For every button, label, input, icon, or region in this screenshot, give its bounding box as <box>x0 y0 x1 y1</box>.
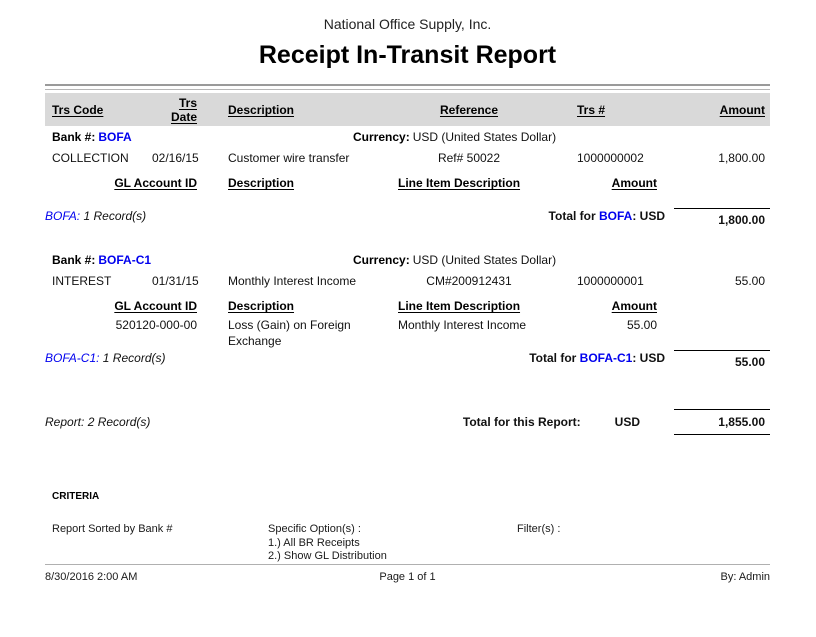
cell-amount: 1,800.00 <box>718 151 765 165</box>
table-row: INTEREST 01/31/15 Monthly Interest Incom… <box>45 273 770 289</box>
subcolumn-description: Description <box>228 299 295 313</box>
bank-total-label: Total for BOFA-C1: USD <box>529 350 665 366</box>
gl-subheader-row: GL Account ID Description Line Item Desc… <box>45 298 770 314</box>
bank-total-label: Total for BOFA: USD <box>549 208 665 224</box>
cell-reference: CM#200912431 <box>426 274 512 288</box>
cell-gl-amount: 55.00 <box>626 318 657 332</box>
total-suffix: : USD <box>632 351 665 365</box>
record-count-text: 1 Record(s) <box>102 351 166 365</box>
cell-gl-account-id: 520120-000-00 <box>115 318 197 332</box>
criteria-options-label: Specific Option(s) : <box>268 523 361 535</box>
total-bank-code: BOFA-C1 <box>579 351 633 365</box>
bank-number: Bank #: BOFA-C1 <box>45 252 398 268</box>
cell-description: Monthly Interest Income <box>228 274 357 288</box>
table-header-row: Trs Code Trs Date Description Reference … <box>45 93 770 126</box>
total-bank-code: BOFA <box>598 209 633 223</box>
record-count-text: 1 Record(s) <box>83 209 147 223</box>
bank-total-row: BOFA: 1 Record(s) Total for BOFA: USD 1,… <box>45 208 770 228</box>
bank-code: BOFA-C1 <box>98 253 152 267</box>
company-name: National Office Supply, Inc. <box>323 16 492 32</box>
criteria-options: Specific Option(s) : 1.) All BR Receipts… <box>268 523 517 564</box>
footer-datetime: 8/30/2016 2:00 AM <box>45 571 138 583</box>
bank-number: Bank #: BOFA <box>45 129 398 145</box>
currency-label: Currency: <box>353 253 410 267</box>
record-count-code: BOFA-C1: <box>45 351 100 365</box>
subcolumn-amount: Amount <box>611 176 657 190</box>
cell-amount: 55.00 <box>734 274 765 288</box>
cell-line-item-description: Monthly Interest Income <box>398 318 527 332</box>
criteria-sorted-by: Report Sorted by Bank # <box>52 523 173 535</box>
currency: Currency: USD (United States Dollar) <box>353 129 770 145</box>
report-records-text: 2 Record(s) <box>87 415 151 429</box>
cell-trs-date: 01/31/15 <box>152 274 199 288</box>
report-total-currency: USD <box>614 415 640 429</box>
column-header-trs-number: Trs # <box>577 103 606 117</box>
table-row: COLLECTION 02/16/15 Customer wire transf… <box>45 150 770 166</box>
report-total-label: Total for this Report: <box>462 415 581 429</box>
subcolumn-amount: Amount <box>611 299 657 313</box>
title-divider <box>45 84 770 90</box>
cell-description: Customer wire transfer <box>228 151 350 165</box>
report-total-amount: 1,855.00 <box>674 409 770 435</box>
criteria-option: 1.) All BR Receipts <box>268 536 360 549</box>
bank-header-row: Bank #: BOFA Currency: USD (United States … <box>45 129 770 145</box>
bank-header-row: Bank #: BOFA-C1 Currency: USD (United Stat… <box>45 252 770 268</box>
cell-trs-code: INTEREST <box>52 274 112 288</box>
bank-code: BOFA <box>98 130 132 144</box>
criteria-heading: CRITERIA <box>52 491 100 502</box>
currency-label: Currency: <box>353 130 410 144</box>
bank-label: Bank #: <box>52 253 96 267</box>
subcolumn-gl-account-id: GL Account ID <box>114 176 197 190</box>
cell-gl-description: Loss (Gain) on Foreign Exchange <box>228 318 351 348</box>
record-count-code: BOFA: <box>45 209 81 223</box>
column-header-description: Description <box>228 103 295 117</box>
subcolumn-line-item-description: Line Item Description <box>398 176 521 190</box>
bank-total-amount: 55.00 <box>674 350 770 370</box>
subcolumn-gl-account-id: GL Account ID <box>114 299 197 313</box>
criteria-filters-label: Filter(s) : <box>517 523 561 535</box>
footer-page-number: Page 1 of 1 <box>379 571 436 583</box>
total-prefix: Total for <box>529 351 580 365</box>
report-total-row: Report: 2 Record(s) Total for this Repor… <box>45 409 770 435</box>
column-header-reference: Reference <box>439 103 499 117</box>
page-title: Receipt In-Transit Report <box>258 41 557 69</box>
total-prefix: Total for <box>548 209 599 223</box>
column-header-trs-date: Trs Date <box>170 96 197 124</box>
bank-total-amount: 1,800.00 <box>674 208 770 228</box>
criteria-section: Report Sorted by Bank # Specific Option(… <box>45 523 770 564</box>
currency: Currency: USD (United States Dollar) <box>353 252 770 268</box>
record-count: BOFA-C1: 1 Record(s) <box>45 350 165 366</box>
cell-trs-code: COLLECTION <box>52 151 129 165</box>
column-header-amount: Amount <box>719 103 765 117</box>
currency-value: USD (United States Dollar) <box>412 253 557 267</box>
currency-value: USD (United States Dollar) <box>412 130 557 144</box>
gl-subheader-row: GL Account ID Description Line Item Desc… <box>45 175 770 191</box>
total-suffix: : USD <box>632 209 665 223</box>
bank-total-row: BOFA-C1: 1 Record(s) Total for BOFA-C1: … <box>45 350 770 370</box>
bank-label: Bank #: <box>52 130 96 144</box>
page-footer: 8/30/2016 2:00 AM Page 1 of 1 By: Admin <box>45 564 770 583</box>
cell-trs-date: 02/16/15 <box>152 151 199 165</box>
cell-trs-number: 1000000001 <box>577 274 644 288</box>
report-records-label: Report: <box>45 415 85 429</box>
cell-trs-number: 1000000002 <box>577 151 644 165</box>
column-header-trs-code: Trs Code <box>52 103 104 117</box>
report-record-count: Report: 2 Record(s) <box>45 414 150 430</box>
subcolumn-line-item-description: Line Item Description <box>398 299 521 313</box>
criteria-option: 2.) Show GL Distribution <box>268 550 387 562</box>
record-count: BOFA: 1 Record(s) <box>45 208 146 224</box>
subcolumn-description: Description <box>228 176 295 190</box>
gl-distribution-row: 520120-000-00 Loss (Gain) on Foreign Exc… <box>45 317 770 349</box>
footer-user: By: Admin <box>720 571 771 583</box>
cell-reference: Ref# 50022 <box>437 151 501 165</box>
